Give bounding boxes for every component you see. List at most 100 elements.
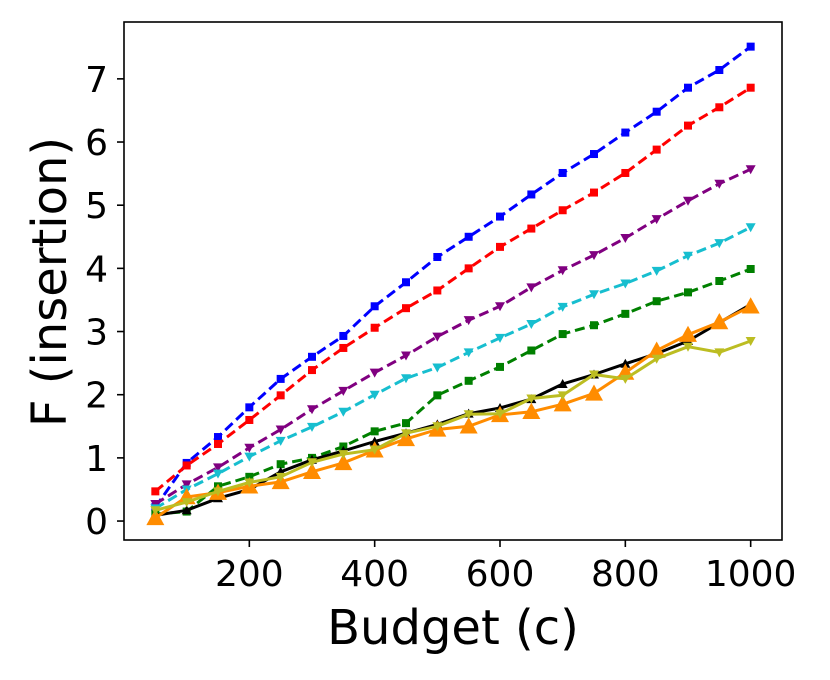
data-point: [402, 419, 410, 428]
data-point: [370, 323, 379, 332]
series-6: [146, 297, 760, 526]
data-point: [463, 316, 474, 326]
series-1: [151, 83, 755, 496]
data-point: [495, 333, 505, 343]
data-point: [369, 436, 380, 446]
series-line: [154, 225, 752, 510]
data-point: [590, 321, 598, 330]
data-point: [527, 224, 536, 233]
data-point: [745, 337, 756, 347]
data-point: [590, 150, 598, 159]
data-point: [150, 506, 161, 516]
data-point: [276, 460, 285, 469]
data-point: [308, 366, 316, 375]
data-point: [684, 83, 692, 92]
data-point: [621, 168, 630, 177]
data-point: [745, 165, 756, 175]
data-point: [146, 508, 165, 526]
y-tick-label: 1: [85, 439, 108, 480]
data-point: [401, 374, 411, 384]
data-point: [589, 290, 599, 300]
data-point: [402, 278, 410, 287]
data-point: [715, 277, 724, 285]
data-point: [213, 487, 223, 497]
data-point: [527, 190, 536, 199]
data-point: [433, 252, 442, 261]
data-point: [303, 462, 321, 479]
data-point: [369, 445, 380, 455]
data-point: [652, 107, 661, 116]
y-tick-label: 0: [85, 502, 108, 543]
series-0: [151, 42, 755, 512]
data-point: [245, 415, 254, 424]
data-point: [308, 352, 316, 361]
data-point: [244, 443, 255, 453]
data-point: [620, 234, 631, 244]
y-tick-label: 7: [85, 60, 108, 101]
chart-marks: [146, 42, 760, 526]
data-point: [746, 42, 755, 51]
plot-frame: [123, 21, 783, 541]
x-tick-label: 200: [215, 554, 284, 595]
data-point: [620, 279, 631, 289]
series-2: [150, 165, 756, 509]
data-point: [589, 251, 599, 261]
data-point: [151, 487, 160, 496]
y-axis-label: F (insertion): [22, 137, 78, 427]
data-point: [590, 188, 598, 197]
data-point: [214, 433, 222, 442]
series-4: [151, 264, 755, 519]
y-axis-ticks: 0 1 2 3 4 5 6 7: [85, 60, 124, 543]
data-point: [275, 425, 286, 435]
data-point: [558, 330, 567, 339]
data-point: [710, 313, 729, 330]
data-point: [714, 239, 725, 249]
y-tick-label: 5: [85, 186, 108, 227]
data-point: [526, 394, 537, 404]
data-point: [522, 402, 541, 419]
series-line: [154, 86, 752, 493]
data-point: [620, 374, 631, 384]
data-point: [496, 212, 504, 221]
data-point: [276, 391, 285, 400]
data-point: [621, 128, 630, 137]
data-point: [245, 472, 254, 481]
x-axis-ticks: 200 400 600 800 1000: [215, 540, 796, 595]
data-point: [464, 264, 473, 273]
series-line: [155, 267, 752, 516]
data-point: [746, 264, 755, 273]
data-point: [651, 266, 662, 276]
data-point: [463, 348, 474, 358]
data-point: [496, 242, 504, 251]
data-point: [683, 196, 693, 206]
data-point: [338, 407, 349, 417]
x-tick-label: 600: [466, 554, 535, 595]
data-point: [496, 362, 504, 371]
data-point: [181, 480, 192, 490]
data-point: [338, 450, 349, 460]
data-point: [652, 297, 661, 306]
data-point: [334, 453, 353, 471]
series-line: [154, 167, 752, 506]
data-point: [651, 354, 662, 364]
data-point: [432, 422, 443, 432]
data-point: [558, 168, 567, 177]
data-point: [338, 386, 349, 396]
data-point: [557, 378, 568, 388]
series-3: [150, 223, 756, 514]
series-line: [154, 339, 752, 512]
data-point: [433, 391, 442, 400]
data-point: [244, 452, 255, 462]
data-point: [370, 302, 379, 311]
data-point: [684, 121, 692, 130]
data-point: [245, 403, 254, 412]
data-point: [339, 331, 348, 340]
data-point: [527, 346, 536, 355]
data-point: [620, 358, 631, 368]
series-line: [154, 45, 752, 509]
data-point: [585, 384, 603, 401]
data-point: [339, 343, 348, 352]
data-point: [244, 478, 255, 488]
data-point: [401, 351, 411, 361]
data-point: [276, 374, 285, 383]
